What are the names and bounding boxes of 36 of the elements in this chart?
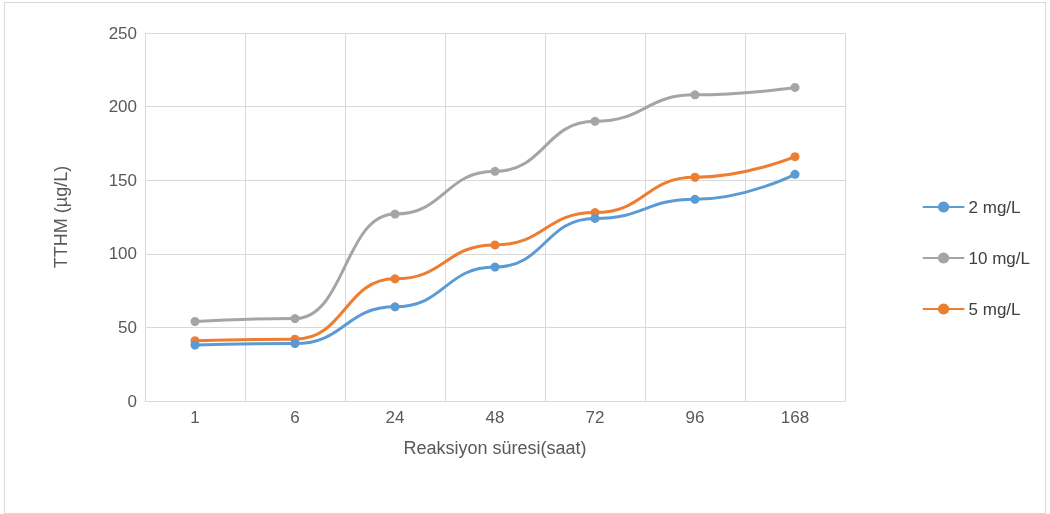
point [590,213,600,223]
x-tick-label: 6 [290,408,300,427]
legend-label: 2 mg/L [968,197,1021,217]
point [190,317,200,327]
point [490,262,500,272]
point [190,340,200,350]
x-tick-label: 168 [780,408,810,427]
point [490,166,500,176]
point [390,209,400,219]
y-tick-label: 200 [108,97,137,117]
x-tick-label: 1 [190,408,200,427]
point [690,172,700,182]
point [690,194,700,204]
y-tick-label: 250 [108,23,137,43]
point [390,302,400,312]
point [590,116,600,126]
legend-label: 10 mg/L [968,248,1031,268]
point [690,90,700,100]
point [790,169,800,179]
point [390,274,400,284]
y-tick-label: 150 [108,170,137,190]
point [490,240,500,250]
x-tick-label: 72 [585,408,605,427]
x-axis-title: Reaksiyon süresi(saat) [403,438,587,458]
point [790,152,800,162]
point [290,339,300,349]
x-tick-label: 24 [385,408,405,427]
legend-label: 5 mg/L [968,299,1021,319]
y-axis-title: TTHM (µg/L) [51,165,71,269]
x-tick-label: 96 [685,408,705,427]
x-tick-label: 48 [485,408,505,427]
point [290,314,300,324]
y-tick-label: 0 [127,391,137,411]
point [790,82,800,92]
y-tick-label: 100 [108,244,137,264]
y-tick-label: 50 [118,317,137,337]
